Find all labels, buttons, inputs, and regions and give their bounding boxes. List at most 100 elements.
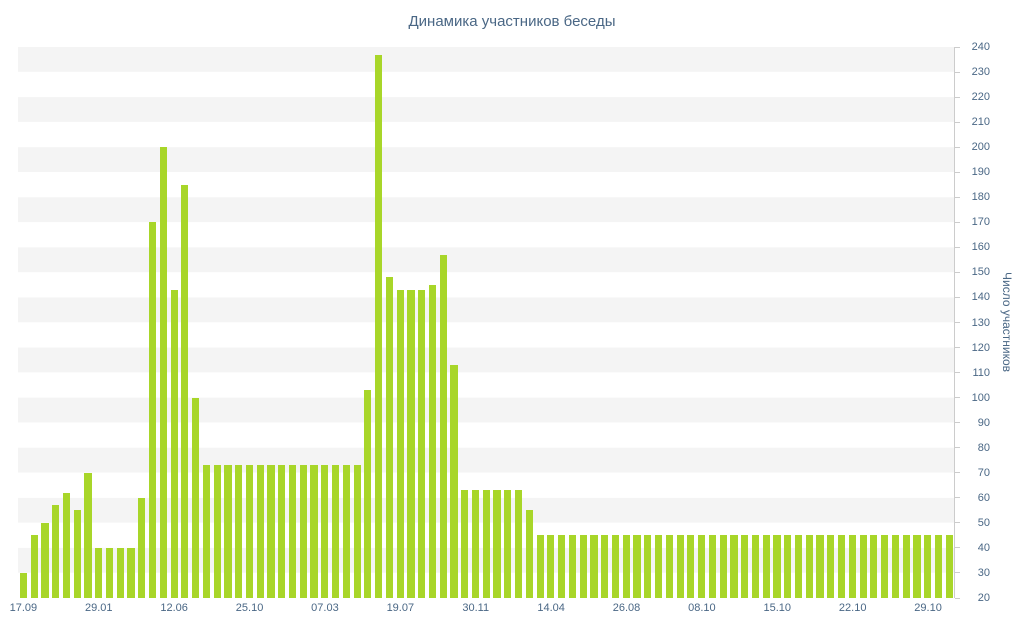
bar[interactable]: [515, 490, 523, 598]
bar[interactable]: [267, 465, 275, 598]
y-axis-tick: [955, 271, 960, 273]
bar[interactable]: [870, 535, 878, 598]
bar[interactable]: [62, 492, 71, 598]
bar[interactable]: [924, 535, 932, 598]
chart-title: Динамика участников беседы: [408, 13, 616, 30]
bar[interactable]: [105, 547, 114, 598]
bar[interactable]: [482, 490, 490, 598]
bar[interactable]: [590, 535, 598, 598]
bar[interactable]: [30, 535, 38, 598]
y-axis-label: 60: [977, 491, 990, 504]
y-axis-tick: [955, 547, 960, 549]
bar[interactable]: [353, 465, 361, 598]
bar[interactable]: [536, 535, 544, 598]
bar[interactable]: [288, 465, 297, 598]
y-axis-label: 180: [971, 191, 990, 204]
bar[interactable]: [471, 490, 480, 598]
bar[interactable]: [342, 465, 350, 598]
bar[interactable]: [138, 497, 146, 598]
bar[interactable]: [310, 465, 318, 598]
bar[interactable]: [622, 535, 630, 598]
bar[interactable]: [601, 535, 609, 598]
bar[interactable]: [644, 535, 652, 598]
bar[interactable]: [525, 510, 533, 598]
bar[interactable]: [407, 289, 415, 598]
bar[interactable]: [375, 54, 383, 598]
bar[interactable]: [805, 535, 813, 598]
bar[interactable]: [256, 465, 264, 598]
bar[interactable]: [719, 535, 727, 598]
bar[interactable]: [945, 535, 953, 598]
bar[interactable]: [773, 535, 781, 598]
bar[interactable]: [504, 490, 512, 598]
bar[interactable]: [213, 465, 221, 598]
bar[interactable]: [741, 535, 749, 598]
y-axis-tick: [955, 146, 960, 148]
bar[interactable]: [321, 465, 329, 598]
bar[interactable]: [73, 510, 81, 598]
bar[interactable]: [332, 465, 340, 598]
bar[interactable]: [848, 535, 856, 598]
bar[interactable]: [127, 547, 135, 598]
bar[interactable]: [837, 535, 846, 598]
bar[interactable]: [245, 465, 254, 598]
bar[interactable]: [439, 254, 447, 598]
bar[interactable]: [450, 365, 458, 598]
bar[interactable]: [934, 535, 943, 598]
bar[interactable]: [278, 465, 286, 598]
bar[interactable]: [428, 284, 437, 598]
bar[interactable]: [116, 547, 124, 598]
bar[interactable]: [881, 535, 889, 598]
bar[interactable]: [148, 222, 157, 598]
bar[interactable]: [41, 522, 49, 598]
bar[interactable]: [224, 465, 232, 598]
bar[interactable]: [665, 535, 673, 598]
bar[interactable]: [902, 535, 910, 598]
bar[interactable]: [461, 490, 469, 598]
bar[interactable]: [558, 535, 566, 598]
bar[interactable]: [19, 572, 27, 598]
bar[interactable]: [891, 535, 899, 598]
bar[interactable]: [859, 535, 867, 598]
bar[interactable]: [913, 535, 921, 598]
plot-area: [18, 47, 955, 598]
bar[interactable]: [396, 289, 404, 598]
bar[interactable]: [235, 465, 243, 598]
y-axis-label: 210: [971, 116, 990, 129]
bar[interactable]: [579, 535, 587, 598]
bar[interactable]: [547, 535, 555, 598]
bar[interactable]: [827, 535, 835, 598]
bar[interactable]: [633, 535, 641, 598]
bar[interactable]: [794, 535, 803, 598]
y-axis-tick: [955, 296, 960, 298]
bar[interactable]: [364, 390, 372, 598]
bar[interactable]: [170, 289, 178, 598]
y-axis-label: 220: [971, 91, 990, 104]
bar[interactable]: [698, 535, 706, 598]
bar[interactable]: [418, 289, 426, 598]
bar[interactable]: [816, 535, 824, 598]
bar[interactable]: [708, 535, 716, 598]
bar[interactable]: [192, 397, 200, 598]
bar[interactable]: [202, 465, 210, 598]
bar[interactable]: [730, 535, 738, 598]
bar[interactable]: [493, 490, 501, 598]
y-axis-tick: [955, 422, 960, 424]
bar[interactable]: [676, 535, 684, 598]
bar[interactable]: [568, 535, 577, 598]
bar[interactable]: [159, 147, 167, 598]
x-axis-label: 14.04: [537, 602, 565, 614]
bar[interactable]: [52, 505, 60, 598]
bar[interactable]: [84, 472, 92, 598]
x-axis-label: 30.11: [462, 602, 490, 614]
bar[interactable]: [751, 535, 760, 598]
bar[interactable]: [611, 535, 620, 598]
bar[interactable]: [385, 277, 393, 598]
bar[interactable]: [762, 535, 770, 598]
bar[interactable]: [299, 465, 307, 598]
bar[interactable]: [181, 184, 189, 598]
bar[interactable]: [654, 535, 663, 598]
bar[interactable]: [95, 547, 103, 598]
bar[interactable]: [687, 535, 695, 598]
bar[interactable]: [784, 535, 792, 598]
